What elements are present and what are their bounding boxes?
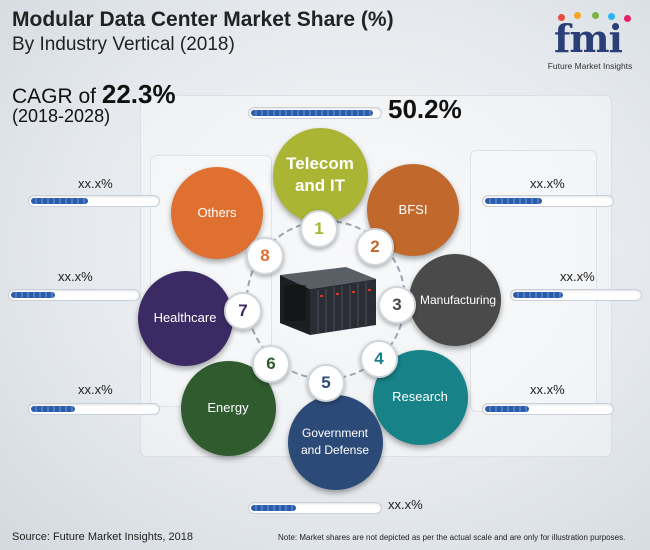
segment-number-badge: 4 (360, 340, 398, 378)
share-bar-fill (485, 406, 529, 412)
logo-dot (592, 12, 599, 19)
segment-label: BFSI (398, 202, 428, 217)
segment-label: Others (197, 205, 237, 220)
segment-circle: Others (171, 167, 263, 259)
segment-number-badge: 8 (246, 237, 284, 275)
share-bar (482, 403, 614, 415)
disclaimer-note: Note: Market shares are not depicted as … (278, 533, 626, 542)
share-bar-fill (31, 198, 88, 204)
share-value: xx.x% (530, 176, 565, 191)
segment-circle: Healthcare (137, 270, 233, 366)
share-bar (8, 289, 140, 301)
share-bar (482, 195, 614, 207)
logo-dot (574, 12, 581, 19)
fmi-logo: fmi Future Market Insights (540, 12, 640, 72)
logo-text: fmi (554, 16, 623, 61)
share-value: xx.x% (78, 176, 113, 191)
segment-number-badge: 7 (224, 292, 262, 330)
share-bar (28, 195, 160, 207)
share-value: 50.2% (388, 94, 462, 124)
share-value: xx.x% (560, 269, 595, 284)
share-bar-fill (31, 406, 75, 412)
chart-subtitle: By Industry Vertical (2018) (12, 34, 235, 55)
share-bar (510, 289, 642, 301)
cagr-value: 22.3% (101, 79, 176, 109)
server-rack-icon (280, 267, 376, 335)
segment-label: Manufacturing (420, 292, 497, 307)
share-bar-fill (513, 292, 563, 298)
segment-number-badge: 5 (307, 364, 345, 402)
share-bar (28, 403, 160, 415)
segment-label: Energy (207, 400, 249, 415)
cagr-prefix: CAGR of (12, 85, 102, 108)
cagr-label: CAGR of 22.3% (12, 79, 176, 110)
segment-label: Government and Defense (300, 426, 370, 457)
share-bar (248, 107, 382, 119)
segment-circle: Telecom and IT (272, 127, 368, 223)
segment-circle: Manufacturing (409, 254, 501, 346)
share-bar (248, 502, 382, 514)
share-value: xx.x% (58, 269, 93, 284)
logo-dot (558, 14, 565, 21)
share-bar-fill (485, 198, 542, 204)
segment-number-badge: 1 (300, 210, 338, 248)
logo-dot (608, 13, 615, 20)
segment-number-badge: 6 (252, 345, 290, 383)
segment-label: Research (392, 389, 448, 404)
cagr-period: (2018-2028) (12, 106, 111, 126)
logo-subtitle: Future Market Insights (547, 61, 633, 71)
share-value: xx.x% (388, 497, 423, 512)
segment-label: Telecom and IT (286, 154, 354, 195)
share-bar-fill (11, 292, 55, 298)
chart-title: Modular Data Center Market Share (%) (12, 8, 394, 31)
share-bar-fill (251, 505, 296, 511)
segment-circle: Government and Defense (287, 394, 383, 490)
segment-number-badge: 2 (356, 228, 394, 266)
logo-dot (624, 15, 631, 22)
segment-circle: BFSI (367, 164, 459, 256)
source-note: Source: Future Market Insights, 2018 (12, 531, 193, 543)
share-value: xx.x% (78, 382, 113, 397)
segment-label: Healthcare (153, 310, 217, 325)
segment-number-badge: 3 (378, 286, 416, 324)
share-value: xx.x% (530, 382, 565, 397)
share-bar-fill (251, 110, 373, 116)
